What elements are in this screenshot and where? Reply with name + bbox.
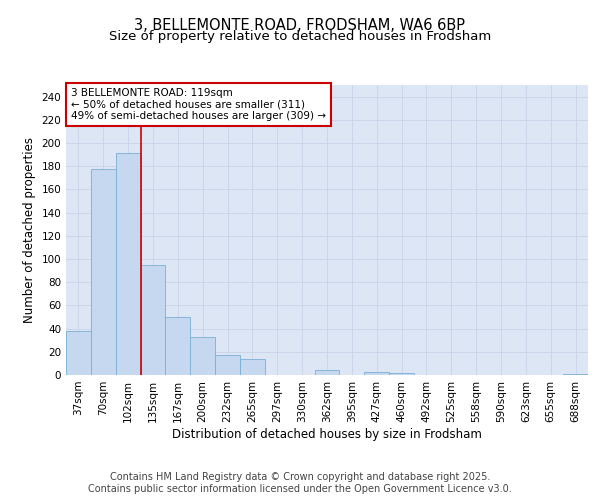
X-axis label: Distribution of detached houses by size in Frodsham: Distribution of detached houses by size … (172, 428, 482, 440)
Bar (140, 265, 166, 375)
Bar (314, 370, 340, 375)
Bar (389, 372, 414, 375)
Bar (190, 336, 215, 375)
Bar (563, 374, 588, 375)
Text: Contains HM Land Registry data © Crown copyright and database right 2025.
Contai: Contains HM Land Registry data © Crown c… (88, 472, 512, 494)
Bar (91, 168, 116, 375)
Bar (66, 331, 91, 375)
Text: Size of property relative to detached houses in Frodsham: Size of property relative to detached ho… (109, 30, 491, 43)
Y-axis label: Number of detached properties: Number of detached properties (23, 137, 36, 323)
Bar (364, 372, 389, 375)
Bar (166, 317, 190, 375)
Bar (116, 154, 140, 375)
Text: 3 BELLEMONTE ROAD: 119sqm
← 50% of detached houses are smaller (311)
49% of semi: 3 BELLEMONTE ROAD: 119sqm ← 50% of detac… (71, 88, 326, 121)
Text: 3, BELLEMONTE ROAD, FRODSHAM, WA6 6BP: 3, BELLEMONTE ROAD, FRODSHAM, WA6 6BP (134, 18, 466, 32)
Bar (215, 356, 240, 375)
Bar (240, 359, 265, 375)
